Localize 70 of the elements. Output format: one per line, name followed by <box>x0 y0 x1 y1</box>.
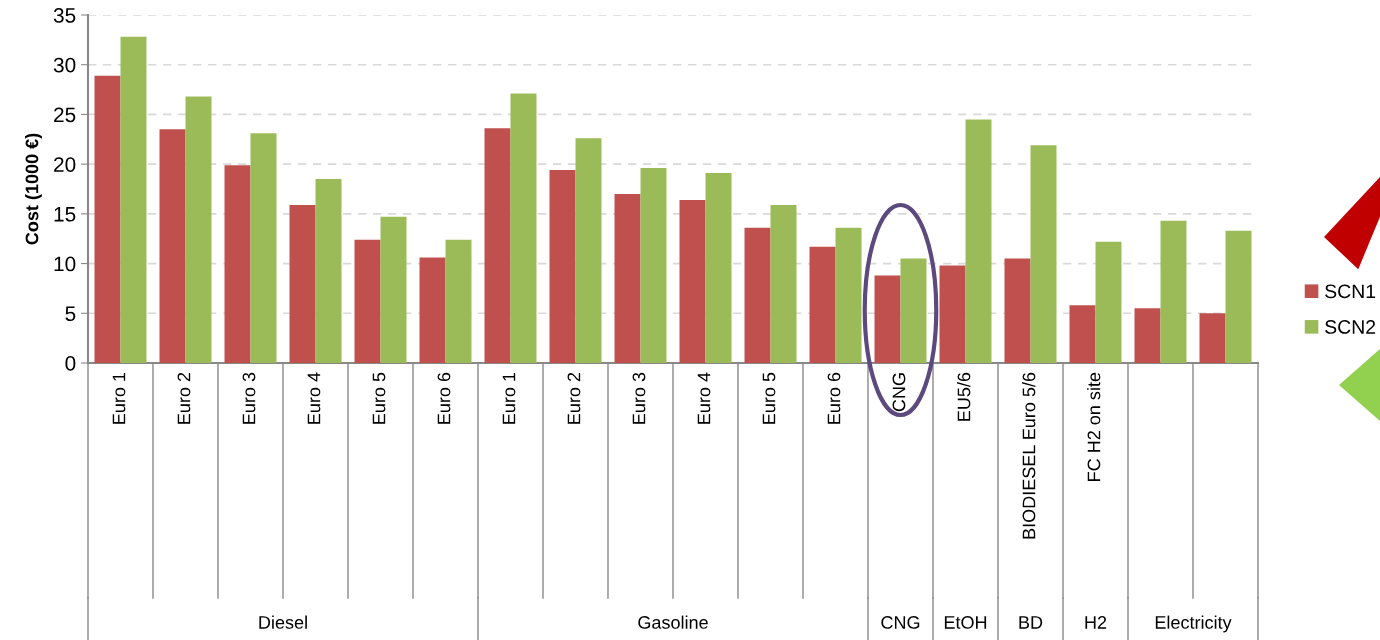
bar <box>159 129 186 363</box>
bar <box>809 246 836 363</box>
bar <box>900 258 927 363</box>
legend-label: SCN2 <box>1325 320 1376 334</box>
x-tick-label: CNG <box>892 373 906 412</box>
text: H2 <box>1085 616 1107 629</box>
bar <box>1004 258 1031 363</box>
text: Diesel <box>259 615 307 629</box>
y-tick-label: 15 <box>54 207 76 222</box>
bar <box>419 257 446 363</box>
y-tick-label: 30 <box>53 57 76 73</box>
text: CNG <box>881 616 920 629</box>
x-tick-label: Euro 1 <box>112 372 126 424</box>
x-tick-label: Euro 3 <box>632 372 646 424</box>
bar <box>484 128 511 363</box>
bar <box>94 75 121 363</box>
bar <box>744 227 771 363</box>
bar <box>770 204 797 363</box>
x-tick-label: Euro 3 <box>242 372 256 424</box>
y-tick-label: 25 <box>54 107 76 123</box>
bar <box>354 239 381 363</box>
x-tick-label: Euro 4 <box>697 372 711 424</box>
y-tick-label: 20 <box>54 157 76 172</box>
bar <box>250 133 277 363</box>
bar <box>614 193 641 363</box>
bar <box>1225 230 1252 363</box>
bar <box>185 96 212 363</box>
bar <box>1199 313 1226 363</box>
bar <box>445 239 472 363</box>
text: Electricity <box>1155 615 1232 633</box>
bar <box>510 93 537 363</box>
x-tick-label: BIODIESEL Euro 5/6 <box>1022 372 1036 539</box>
bar <box>640 168 667 363</box>
x-tick-label: Euro 6 <box>437 372 451 424</box>
bar <box>1030 145 1057 363</box>
bar <box>1069 305 1096 363</box>
legend-label: SCN1 <box>1325 284 1376 299</box>
text: EtOH <box>944 616 987 629</box>
x-tick-label: Euro 5 <box>372 372 386 424</box>
x-tick-label: Euro 2 <box>567 372 581 424</box>
y-tick-label: 5 <box>65 306 76 322</box>
x-tick-label: EU5/6 <box>957 372 971 421</box>
bar <box>835 227 862 363</box>
bar <box>315 179 342 363</box>
bar <box>965 119 992 363</box>
bar <box>1095 241 1122 363</box>
x-tick-label: Euro 4 <box>307 372 321 424</box>
y-axis-title: Cost (1000 €) <box>25 133 42 245</box>
x-tick-label: Euro 6 <box>827 372 841 424</box>
bar <box>380 216 407 363</box>
bar <box>549 170 576 363</box>
bar <box>939 265 966 363</box>
bar <box>1160 220 1187 363</box>
bar <box>874 275 901 363</box>
text: BD <box>1019 616 1043 629</box>
x-tick-label: Euro 5 <box>762 372 776 424</box>
bar <box>575 138 602 363</box>
bar <box>679 199 706 363</box>
bar <box>224 165 251 363</box>
bar <box>289 204 316 363</box>
bar <box>1134 308 1161 363</box>
text: Gasoline <box>638 615 708 629</box>
x-tick-label: FC H2 on site <box>1087 372 1101 481</box>
bar <box>705 173 732 363</box>
x-tick-label: Euro 1 <box>502 372 516 424</box>
bar <box>120 36 147 363</box>
x-tick-label: Euro 2 <box>177 372 191 424</box>
y-tick-label: 35 <box>53 8 76 23</box>
y-tick-label: 0 <box>65 356 76 371</box>
y-tick-label: 10 <box>54 256 76 272</box>
